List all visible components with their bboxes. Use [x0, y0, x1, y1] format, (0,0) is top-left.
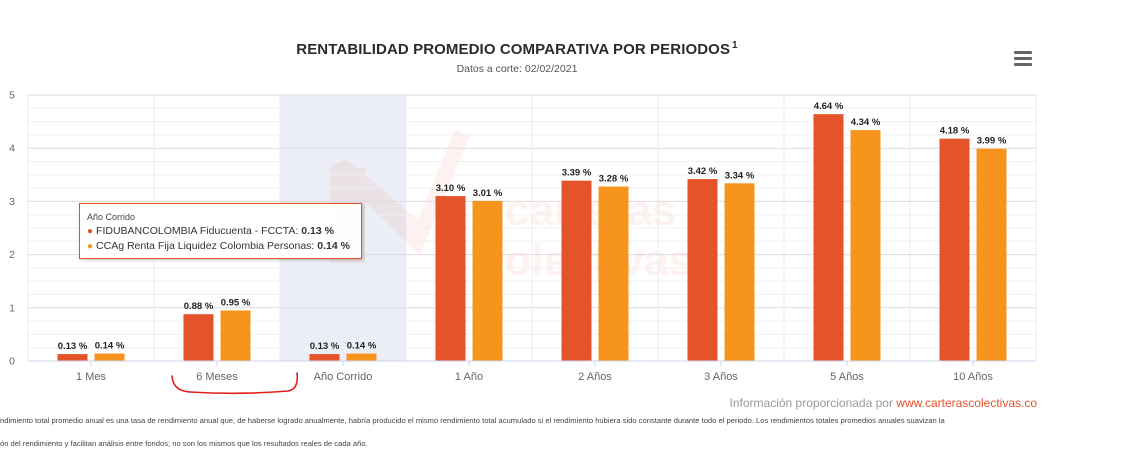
data-label: 3.99 %: [977, 136, 1007, 147]
footnote: ón del rendimiento y facilitan análisis …: [0, 439, 368, 448]
bar[interactable]: [94, 353, 125, 361]
y-tick-label: 5: [9, 90, 15, 102]
bar[interactable]: [57, 354, 88, 361]
y-tick-label: 4: [9, 143, 15, 155]
x-tick-label: 6 Meses: [196, 371, 238, 383]
y-tick-label: 1: [9, 302, 15, 314]
data-label: 3.34 %: [725, 170, 755, 181]
data-label: 4.18 %: [940, 126, 970, 137]
y-tick-label: 0: [9, 356, 15, 368]
x-tick-label: 1 Mes: [76, 371, 106, 383]
bar[interactable]: [939, 138, 970, 361]
data-label: 0.14 %: [95, 341, 125, 352]
tooltip-header: Año Corrido: [87, 212, 136, 222]
hand-drawn-annotation: [171, 372, 299, 395]
data-label: 3.28 %: [599, 174, 629, 185]
bar[interactable]: [813, 114, 844, 361]
data-label: 4.64 %: [814, 101, 844, 112]
tooltip: Año Corrido ● FIDUBANCOLOMBIA Fiducuenta …: [79, 203, 362, 259]
bar[interactable]: [183, 314, 214, 361]
bar[interactable]: [598, 186, 629, 361]
tooltip-row: ● CCAg Renta Fija Liquidez Colombia Perso…: [87, 240, 350, 252]
bar-chart: carteras colectivas 0.13 %0.14 %0.88 %0.…: [9, 90, 1037, 395]
x-tick-label: Año Corrido: [314, 371, 373, 383]
menu-icon[interactable]: [1014, 51, 1032, 67]
x-tick-label: 3 Años: [704, 371, 738, 383]
bar[interactable]: [220, 310, 251, 361]
x-tick-label: 5 Años: [830, 371, 864, 383]
bar[interactable]: [976, 148, 1007, 361]
data-label: 3.39 %: [562, 168, 592, 179]
y-tick-label: 2: [9, 249, 15, 261]
bar[interactable]: [435, 196, 466, 361]
chart-title: RENTABILIDAD PROMEDIO COMPARATIVA POR PE…: [296, 40, 738, 58]
bar[interactable]: [561, 180, 592, 361]
footnote: ndimiento total promedio anual es una ta…: [0, 416, 945, 425]
x-tick-label: 2 Años: [578, 371, 612, 383]
data-label: 0.95 %: [221, 297, 251, 308]
data-label: 3.10 %: [436, 183, 466, 194]
data-label: 0.13 %: [58, 341, 88, 352]
source-link[interactable]: www.carterascolectivas.co: [896, 396, 1037, 410]
source-note: Información proporcionada por www.carter…: [729, 396, 1037, 410]
y-tick-label: 3: [9, 196, 15, 208]
data-label: 0.88 %: [184, 301, 214, 312]
bar[interactable]: [850, 130, 881, 361]
bar[interactable]: [472, 200, 503, 361]
x-tick-label: 10 Años: [953, 371, 993, 383]
x-tick-label: 1 Año: [455, 371, 483, 383]
bar[interactable]: [346, 353, 377, 361]
chart-subtitle: Datos a corte: 02/02/2021: [456, 63, 578, 75]
bar[interactable]: [687, 179, 718, 361]
data-label: 0.14 %: [347, 341, 377, 352]
data-label: 3.01 %: [473, 188, 503, 199]
data-label: 0.13 %: [310, 341, 340, 352]
data-label: 4.34 %: [851, 117, 881, 128]
data-label: 3.42 %: [688, 166, 718, 177]
bar[interactable]: [309, 354, 340, 361]
tooltip-row: ● FIDUBANCOLOMBIA Fiducuenta - FCCTA: 0.1…: [87, 225, 334, 237]
bar[interactable]: [724, 183, 755, 361]
